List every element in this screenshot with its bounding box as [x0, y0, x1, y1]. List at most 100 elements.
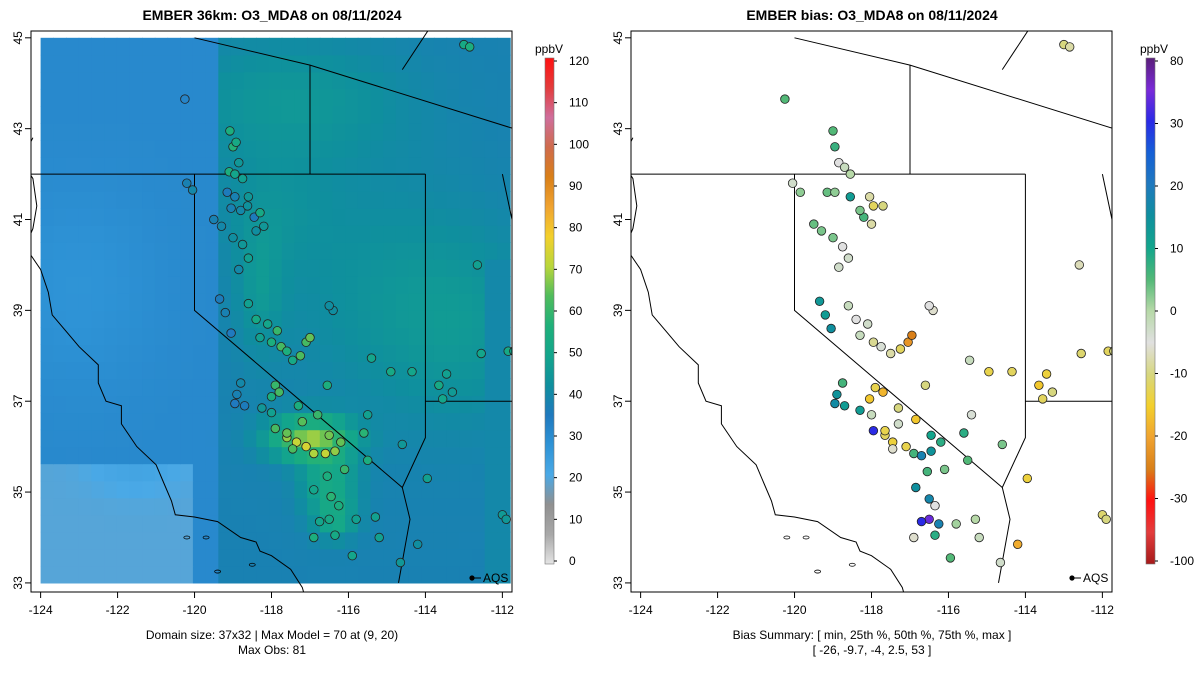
heatmap-cell — [294, 480, 308, 499]
observation-site — [845, 192, 856, 202]
heatmap-cell — [484, 54, 498, 73]
heatmap-cell — [497, 565, 511, 584]
heatmap-cell — [433, 174, 448, 192]
heatmap-cell — [104, 259, 118, 277]
heatmap-cell — [91, 191, 105, 209]
heatmap-cell — [472, 106, 486, 124]
heatmap-cell — [294, 293, 308, 311]
heatmap-cell — [230, 310, 245, 328]
heatmap-cell — [281, 480, 295, 499]
heatmap-cell — [294, 37, 308, 56]
heatmap-cell — [78, 225, 92, 243]
observation-site — [832, 389, 842, 400]
heatmap-cell — [484, 480, 498, 499]
observation-site — [242, 201, 253, 211]
heatmap-cell — [180, 548, 194, 567]
heatmap-cell — [180, 208, 194, 226]
heatmap-cell — [167, 548, 181, 567]
observation-site — [295, 351, 306, 361]
observation-site — [959, 428, 969, 438]
heatmap-cell — [319, 157, 334, 175]
heatmap-cell — [53, 463, 67, 482]
heatmap-cell — [180, 531, 194, 550]
heatmap-cell — [383, 463, 397, 482]
heatmap-cell — [205, 106, 219, 124]
heatmap-cell — [370, 225, 384, 243]
heatmap-cell — [40, 174, 54, 192]
heatmap-cell — [167, 378, 181, 397]
heatmap-cell — [40, 548, 54, 567]
heatmap-cell — [383, 259, 397, 277]
heatmap-cell — [218, 548, 232, 567]
heatmap-cell — [345, 497, 359, 516]
heatmap-cell — [408, 259, 422, 277]
heatmap-cell — [281, 123, 295, 141]
map-boundaries — [631, 31, 1112, 592]
heatmap-cell — [319, 344, 334, 362]
heatmap-cell — [91, 514, 105, 533]
heatmap-cell — [53, 71, 67, 90]
heatmap-cell — [78, 565, 92, 584]
heatmap-cell — [345, 174, 359, 192]
heatmap-cell — [484, 174, 498, 192]
heatmap-cell — [281, 548, 295, 567]
heatmap-cell — [192, 429, 207, 448]
heatmap-cell — [370, 106, 384, 124]
heatmap-cell — [319, 225, 334, 243]
heatmap-cell — [433, 157, 448, 175]
observation-site — [934, 519, 944, 529]
observation-site — [330, 446, 340, 456]
y-tick-label: 45 — [611, 31, 625, 45]
heatmap-cell — [421, 310, 435, 328]
heatmap-cell — [319, 106, 334, 124]
observation-site — [1074, 260, 1085, 270]
heatmap-cell — [408, 71, 422, 90]
heatmap-cell — [395, 361, 410, 380]
observation-site — [266, 407, 277, 418]
heatmap-cell — [230, 446, 245, 465]
heatmap-cell — [142, 88, 156, 107]
heatmap-cell — [154, 548, 169, 567]
heatmap-cell — [167, 463, 181, 482]
heatmap-cell — [104, 174, 118, 192]
heatmap-cell — [357, 327, 372, 345]
heatmap-cell — [40, 565, 54, 584]
heatmap-cell — [281, 378, 295, 397]
heatmap-cell — [421, 565, 435, 584]
heatmap-cell — [269, 106, 283, 124]
heatmap-cell — [78, 327, 92, 345]
heatmap-cell — [218, 514, 232, 533]
axes: -124 -122 -120 -118 -116 -114 -112 33 35 37 39 41 43… — [611, 31, 1114, 617]
heatmap-cell — [256, 123, 270, 141]
heatmap-cell — [395, 531, 410, 550]
heatmap-cell — [53, 361, 67, 380]
heatmap-cell — [294, 191, 308, 209]
heatmap-cell — [218, 429, 232, 448]
heatmap-cell — [256, 157, 270, 175]
heatmap-cell — [40, 276, 54, 294]
heatmap-cell — [205, 497, 219, 516]
heatmap-cell — [319, 54, 334, 73]
y-tick-label: 43 — [11, 122, 25, 136]
x-tick-label: -116 — [937, 603, 960, 617]
observation-site — [259, 221, 269, 232]
observation-site — [820, 310, 831, 320]
heatmap-cell — [116, 208, 130, 226]
heatmap-cell — [53, 225, 67, 243]
observation-site — [1076, 348, 1086, 359]
observation-site — [386, 367, 396, 377]
heatmap-cell — [319, 565, 334, 584]
heatmap-cell — [180, 157, 194, 175]
heatmap-cell — [192, 310, 207, 328]
heatmap-cell — [180, 395, 194, 414]
heatmap-cell — [53, 259, 67, 277]
heatmap-cell — [472, 565, 486, 584]
heatmap-cell — [269, 54, 283, 73]
heatmap-cell — [66, 514, 80, 533]
heatmap-cell — [433, 106, 448, 124]
colorbar-tick-label: -100 — [1170, 554, 1194, 568]
heatmap-cell — [116, 242, 130, 260]
heatmap-cell — [459, 565, 473, 584]
observation-site — [251, 314, 261, 325]
heatmap-cell — [154, 140, 169, 158]
